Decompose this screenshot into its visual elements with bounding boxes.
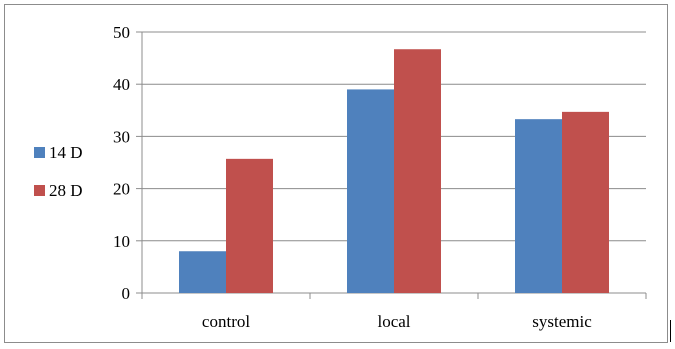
bar-28d-local bbox=[394, 49, 441, 294]
bar-28d-systemic bbox=[562, 111, 609, 293]
legend-swatch bbox=[34, 185, 45, 196]
bar-14d-systemic bbox=[515, 119, 562, 293]
tick-labels: 0 10 20 30 40 50 control local systemic bbox=[113, 23, 592, 331]
text-cursor bbox=[670, 320, 671, 342]
y-tick-label: 0 bbox=[122, 284, 131, 303]
bar-14d-local bbox=[347, 89, 394, 293]
legend-label: 28 D bbox=[49, 181, 83, 200]
y-tick-label: 40 bbox=[113, 75, 130, 94]
bars bbox=[179, 49, 609, 294]
y-tick-label: 30 bbox=[113, 127, 130, 146]
x-tick-label: systemic bbox=[532, 312, 592, 331]
y-tick-label: 20 bbox=[113, 180, 130, 199]
x-tick-label: control bbox=[202, 312, 250, 331]
legend-swatch bbox=[34, 147, 45, 158]
legend: 14 D 28 D bbox=[34, 143, 83, 200]
y-tick-label: 10 bbox=[113, 232, 130, 251]
legend-label: 14 D bbox=[49, 143, 83, 162]
y-tick-label: 50 bbox=[113, 23, 130, 42]
bar-14d-control bbox=[179, 251, 226, 293]
bar-28d-control bbox=[226, 158, 273, 293]
x-tick-label: local bbox=[377, 312, 410, 331]
